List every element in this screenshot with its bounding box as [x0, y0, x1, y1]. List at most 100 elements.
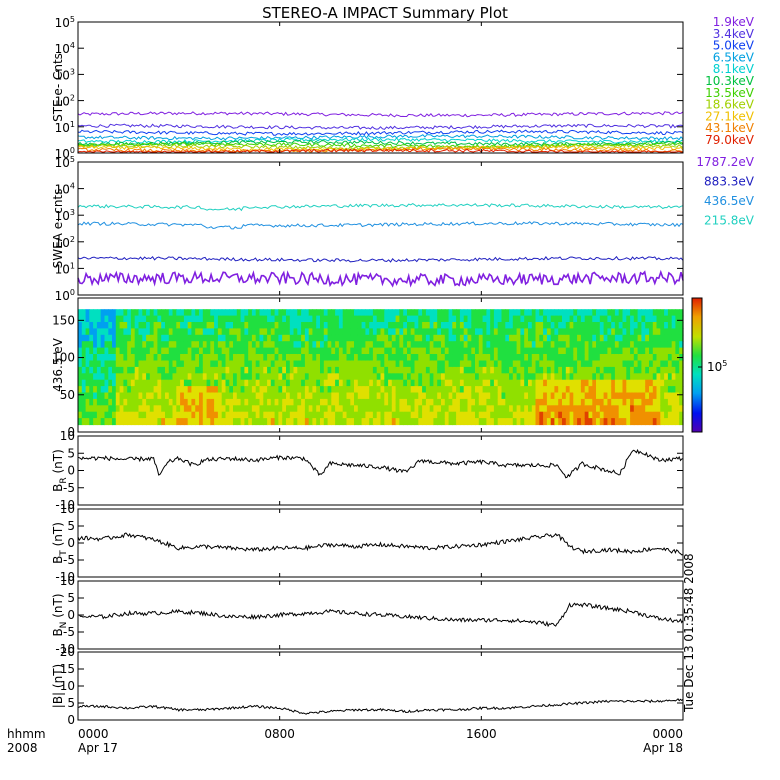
br-y-tick-label: 0	[67, 464, 75, 478]
swea-series-line	[77, 221, 684, 230]
swea-legend-entry: 436.5eV	[704, 194, 755, 208]
bmag-panel: |B| (nT)0 5 10 15 20	[51, 645, 684, 727]
bt-y-tick-label: 5	[67, 519, 75, 533]
swea-panel-frame	[77, 161, 684, 296]
ste-y-tick-label: 102	[55, 94, 75, 109]
br-panel: BR (nT) -10 -5 0 5 10	[51, 429, 684, 512]
swea-y-tick-label: 100	[55, 288, 75, 303]
ste-legend-entry: 3.4keV	[713, 27, 755, 41]
bt-series-line	[77, 532, 684, 556]
swea-y-axis-label: SWEA e- cnts	[51, 189, 65, 269]
x-corner-label-year: 2008	[7, 741, 38, 755]
pad-y-tick-label: 150	[52, 313, 75, 327]
ste-legend-entry: 5.0keV	[713, 39, 755, 53]
ste-series-line	[77, 111, 684, 118]
x-tick-date-label: Apr 18	[643, 741, 683, 755]
legends-group: 1.9keV3.4keV5.0keV6.5keV8.1keV10.3keV13.…	[696, 15, 754, 228]
bn-y-tick-label: 10	[60, 574, 75, 588]
ste-legend-entry: 13.5keV	[705, 86, 755, 100]
x-tick-label: 0000	[78, 727, 109, 741]
br-y-tick-label: -5	[63, 481, 75, 495]
x-tick-label: 0000	[652, 727, 683, 741]
bn-y-tick-label: 0	[67, 608, 75, 622]
figure-title: STEREO-A IMPACT Summary Plot	[262, 4, 508, 22]
bt-y-tick-label: -5	[63, 553, 75, 567]
ste-panel-frame	[77, 21, 684, 154]
swea-y-tick-label: 105	[55, 155, 75, 170]
bmag-panel-frame	[77, 651, 684, 721]
ste-legend-entry: 1.9keV	[713, 15, 755, 29]
bn-y-tick-label: -5	[63, 625, 75, 639]
x-tick-date-label: Apr 17	[78, 741, 118, 755]
swea-panel: SWEA e- cnts 100 101 102 103 104 105	[51, 155, 684, 303]
swea-series-line	[77, 255, 684, 263]
br-series-line	[77, 448, 684, 479]
ste-legend-entry: 8.1keV	[713, 62, 755, 76]
x-tick-label: 0800	[264, 727, 295, 741]
br-y-tick-label: -10	[55, 498, 75, 512]
pad-y-tick-label: 100	[52, 351, 75, 365]
ste-legend-entry: 27.1keV	[705, 109, 755, 123]
ste-y-tick-label: 101	[55, 120, 75, 135]
ste-legend-entry: 10.3keV	[705, 74, 755, 88]
bt-panel: BT (nT) -10 -5 0 5 10	[51, 502, 684, 584]
swea-legend-entry: 883.3eV	[704, 175, 755, 189]
swea-y-tick-label: 102	[55, 235, 75, 250]
ste-y-tick-label: 100	[55, 146, 75, 161]
ste-series-line	[77, 139, 684, 147]
swea-legend-entry: 1787.2eV	[696, 155, 754, 169]
swea-series-line	[77, 269, 684, 288]
swea-y-tick-label: 101	[55, 261, 75, 276]
ste-legend-entry: 6.5keV	[713, 50, 755, 64]
bmag-series-line	[77, 698, 684, 715]
bmag-y-tick-label: 10	[60, 679, 75, 693]
ste-panel: STE e- Cnts 100 101 102 103 104 105	[51, 15, 684, 161]
bn-series-line	[78, 602, 684, 628]
bn-y-axis-label: BN (nT)	[51, 593, 69, 636]
pad-panel: 436.5 eV 0 50 100 150	[51, 297, 684, 439]
bn-y-tick-label: -10	[55, 642, 75, 656]
ste-legend-entry: 18.6keV	[705, 98, 755, 112]
x-tick-label: 1600	[466, 727, 497, 741]
ste-y-tick-label: 104	[55, 41, 75, 56]
ste-y-tick-label: 103	[55, 67, 75, 82]
ste-series-line	[77, 148, 683, 153]
x-corner-label-hhmm: hhmm	[7, 727, 46, 741]
pad-heatmap	[78, 309, 684, 426]
br-y-axis-label: BR (nT)	[51, 449, 69, 492]
pad-panel-frame	[77, 297, 684, 433]
bt-y-tick-label: 0	[67, 536, 75, 550]
swea-y-tick-label: 104	[55, 182, 75, 197]
ste-series-line	[77, 134, 684, 141]
ste-series-line	[77, 129, 684, 136]
pad-y-tick-label: 0	[67, 425, 75, 439]
bt-y-tick-label: -10	[55, 570, 75, 584]
bmag-y-axis-label: |B| (nT)	[51, 664, 65, 708]
ste-y-axis-label: STE e- Cnts	[51, 53, 65, 122]
bmag-y-tick-label: 0	[67, 713, 75, 727]
bn-y-tick-label: 5	[67, 591, 75, 605]
br-y-tick-label: 10	[60, 429, 75, 443]
ste-legend-entry: 79.0keV	[705, 133, 755, 147]
timestamp-label: Tue Dec 13 01:35:48 2008	[682, 553, 696, 713]
pad-y-tick-label: 50	[60, 388, 75, 402]
br-panel-frame	[77, 435, 684, 506]
pad-y-axis-label: 436.5 eV	[51, 337, 65, 392]
swea-series-line	[77, 203, 684, 212]
ste-y-tick-label: 105	[55, 15, 75, 30]
ste-series-line	[77, 137, 684, 144]
ste-legend-entry: 43.1keV	[705, 121, 755, 135]
colorbar	[691, 297, 703, 433]
bt-y-axis-label: BT (nT)	[51, 522, 69, 564]
swea-y-tick-label: 103	[55, 208, 75, 223]
ste-series-line	[77, 123, 684, 130]
br-y-tick-label: 5	[67, 446, 75, 460]
bmag-y-tick-label: 5	[67, 696, 75, 710]
bmag-y-tick-label: 15	[60, 662, 75, 676]
swea-legend-entry: 215.8eV	[704, 214, 755, 228]
bt-panel-frame	[77, 508, 684, 578]
bt-y-tick-label: 10	[60, 502, 75, 516]
colorbar-tick-label: 105	[707, 359, 727, 374]
